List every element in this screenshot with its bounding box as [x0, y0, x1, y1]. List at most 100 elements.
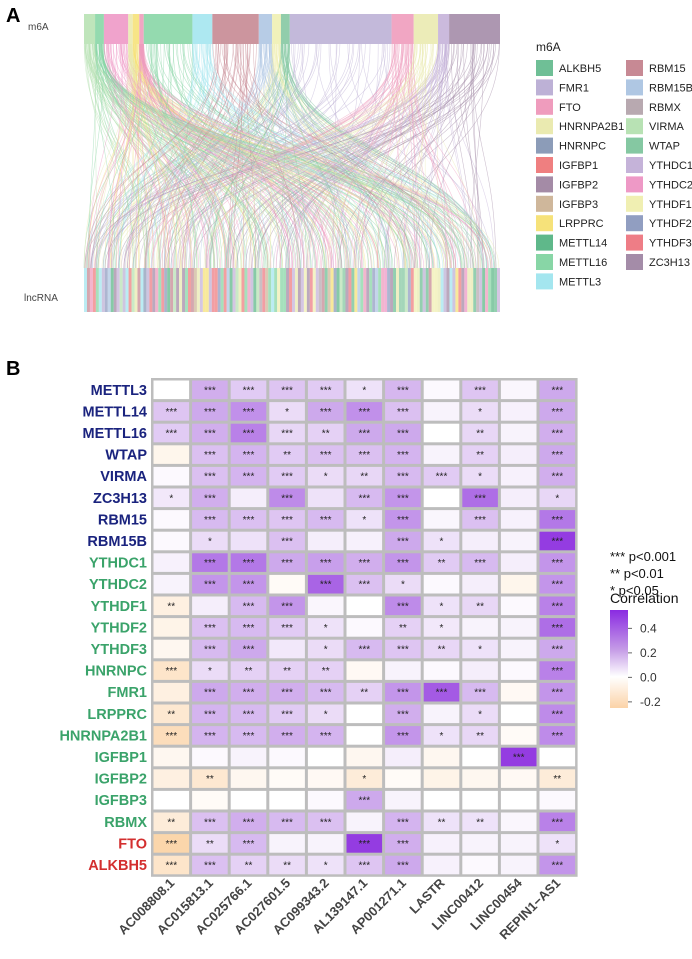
sankey-bottom-node	[244, 268, 248, 312]
row-label: IGFBP3	[95, 793, 147, 809]
sankey-flow	[421, 43, 479, 269]
heatmap-cell	[423, 466, 460, 486]
heatmap-cell	[192, 488, 228, 508]
sankey-flow	[126, 43, 488, 269]
heatmap-cell	[192, 747, 228, 767]
heatmap-cell	[153, 747, 190, 767]
sankey-flow	[94, 43, 418, 269]
sankey-bottom-node	[494, 268, 498, 312]
sankey-bottom-node	[283, 268, 287, 312]
significance-mark: ***	[281, 515, 293, 526]
significance-mark: ***	[551, 385, 563, 396]
significance-mark: **	[438, 645, 446, 656]
legend-label: VIRMA	[649, 121, 685, 133]
significance-mark: **	[167, 601, 175, 612]
heatmap-cell	[423, 510, 460, 529]
significance-mark: *	[324, 861, 328, 872]
significance-mark: *	[555, 493, 559, 504]
sankey-bottom-node	[398, 268, 402, 312]
heatmap-cell	[307, 834, 344, 853]
sankey-bottom-node	[360, 268, 364, 312]
heatmap-cell	[385, 531, 421, 551]
heatmap-cell	[500, 423, 537, 443]
sankey-flow	[107, 43, 448, 269]
heatmap-cell	[230, 834, 267, 853]
sankey-flow	[270, 43, 447, 269]
significance-mark: ***	[204, 407, 216, 418]
heatmap-cell	[539, 402, 576, 421]
heatmap-cell	[346, 682, 383, 702]
significance-mark: ***	[281, 817, 293, 828]
heatmap-cell	[500, 466, 537, 486]
significance-mark: ***	[358, 580, 370, 591]
heatmap-cell	[385, 553, 421, 572]
heatmap-cell	[307, 423, 344, 443]
significance-mark: ***	[551, 450, 563, 461]
legend-swatch	[536, 98, 553, 115]
sankey-flow	[233, 43, 244, 269]
heatmap-cell	[230, 466, 267, 486]
significance-mark: ***	[551, 407, 563, 418]
sankey-flow	[130, 43, 410, 269]
heatmap-cell	[462, 553, 498, 572]
sankey-bottom-node	[393, 268, 396, 312]
sankey-flow	[165, 43, 485, 269]
colorbar-tick-label: 0.2	[640, 646, 657, 660]
sankey-bottom-node	[286, 268, 290, 312]
legend-swatch	[626, 176, 643, 193]
heatmap-cell	[500, 769, 537, 788]
panel-a-label: A	[6, 5, 20, 27]
heatmap-cell	[230, 747, 267, 767]
legend-swatch	[536, 254, 553, 270]
sankey-flow	[283, 43, 307, 269]
sankey-flow	[410, 43, 452, 269]
sankey-bottom-node	[226, 268, 230, 312]
sankey-bottom-node	[333, 268, 337, 312]
legend-label: RBMX	[649, 102, 681, 114]
heatmap-cell	[385, 855, 421, 875]
heatmap-cell	[153, 380, 190, 400]
legend-label: YTHDC2	[649, 179, 692, 191]
sankey-bottom-node	[491, 268, 495, 312]
sankey-bottom-node	[354, 268, 358, 312]
significance-mark: ***	[397, 731, 409, 742]
sankey-flow	[403, 43, 448, 269]
significance-mark: ***	[281, 429, 293, 440]
heatmap-cell	[385, 812, 421, 832]
heatmap-cell	[500, 682, 537, 702]
heatmap-cell	[153, 834, 190, 853]
sankey-flow	[93, 43, 357, 269]
sankey-bottom-node	[461, 268, 465, 312]
heatmap-cell	[539, 488, 576, 508]
significance-mark: **	[476, 429, 484, 440]
heatmap-cell	[192, 531, 228, 551]
sankey-flow	[129, 43, 255, 269]
heatmap-cell	[500, 704, 537, 724]
heatmap-cell	[385, 380, 421, 400]
heatmap-cell	[500, 445, 537, 464]
heatmap-cell	[346, 661, 383, 680]
sankey-bottom-node	[306, 268, 310, 312]
sankey-bottom-node	[173, 268, 177, 312]
sankey-flow	[269, 43, 389, 269]
heatmap-cell	[423, 639, 460, 659]
sankey-bottom-node	[315, 268, 319, 312]
significance-mark: ***	[165, 861, 177, 872]
sankey-flow	[141, 43, 272, 269]
significance-mark: ***	[320, 407, 332, 418]
sankey-flow	[101, 43, 370, 269]
sankey-bottom-node	[375, 268, 379, 312]
heatmap-cell	[539, 812, 576, 832]
heatmap-cell	[307, 769, 344, 788]
significance-mark: **	[206, 839, 214, 850]
sankey-flow	[180, 43, 428, 269]
sankey-bottom-node	[428, 268, 432, 312]
heatmap-cell	[539, 553, 576, 572]
sankey-bottom-node	[488, 268, 492, 312]
legend-swatch	[626, 118, 643, 135]
sankey-bottom-node	[271, 268, 275, 312]
sankey-flow	[208, 43, 375, 269]
heatmap-cell	[423, 423, 460, 443]
heatmap-cell	[500, 618, 537, 637]
legend-swatch	[626, 195, 643, 212]
